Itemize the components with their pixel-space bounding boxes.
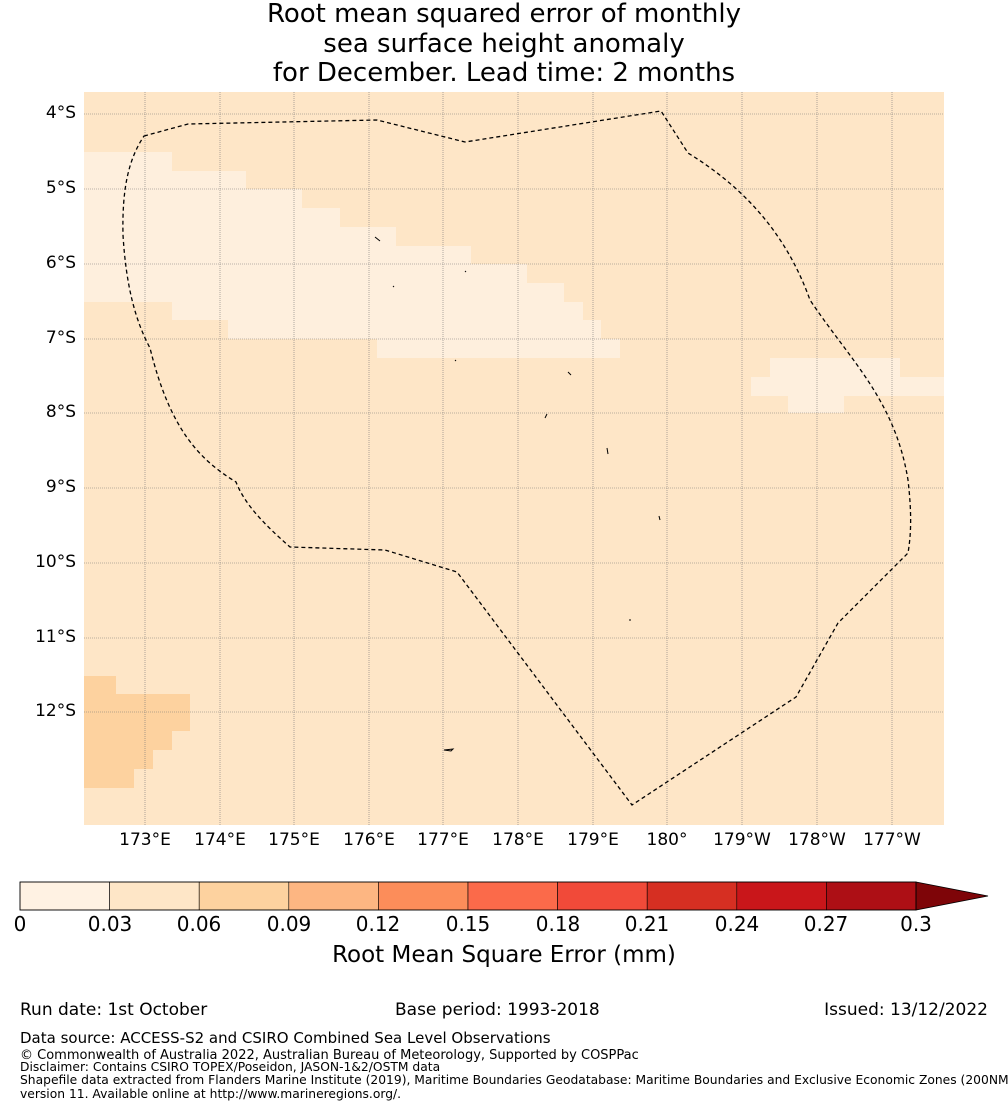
title-line-3: for December. Lead time: 2 months bbox=[272, 58, 736, 88]
colorbar-tick-3: 0.09 bbox=[266, 912, 312, 936]
islands bbox=[374, 236, 661, 752]
lon-label-178e: 178°E bbox=[492, 830, 544, 850]
lon-label-177w: 177°W bbox=[863, 830, 921, 850]
lon-label-179e: 179°E bbox=[567, 830, 619, 850]
issued-date: Issued: 13/12/2022 bbox=[824, 1000, 988, 1020]
lon-label-178w: 178°W bbox=[788, 830, 846, 850]
colorbar bbox=[19, 881, 989, 911]
colorbar-cell bbox=[109, 881, 200, 911]
map-plot bbox=[84, 92, 944, 825]
colorbar-tick-9: 0.27 bbox=[803, 912, 849, 936]
lon-label-177e: 177°E bbox=[417, 830, 469, 850]
medium-error-region bbox=[84, 676, 190, 788]
colorbar-tick-1: 0.03 bbox=[87, 912, 133, 936]
shapefile-credit-line-1: Shapefile data extracted from Flanders M… bbox=[20, 1073, 1008, 1087]
colorbar-cell bbox=[736, 881, 827, 911]
lat-label-8s: 8°S bbox=[45, 402, 76, 422]
colorbar-label: Root Mean Square Error (mm) bbox=[332, 942, 676, 968]
lat-label-6s: 6°S bbox=[45, 253, 76, 273]
colorbar-cell bbox=[557, 881, 648, 911]
colorbar-tick-2: 0.06 bbox=[176, 912, 222, 936]
colorbar-cell bbox=[826, 881, 917, 911]
colorbar-frame bbox=[19, 881, 917, 911]
colorbar-tick-8: 0.24 bbox=[714, 912, 760, 936]
data-source: Data source: ACCESS-S2 and CSIRO Combine… bbox=[20, 1029, 551, 1047]
run-date: Run date: 1st October bbox=[20, 1000, 208, 1020]
colorbar-cell bbox=[378, 881, 469, 911]
title-line-2: sea surface height anomaly bbox=[323, 28, 685, 59]
colorbar-tick-10: 0.3 bbox=[900, 912, 932, 936]
colorbar-cell bbox=[646, 881, 738, 911]
lat-label-10s: 10°S bbox=[35, 552, 76, 572]
copyright-notice: © Commonwealth of Australia 2022, Austra… bbox=[20, 1048, 639, 1063]
colorbar-tick-0: 0 bbox=[13, 912, 27, 936]
lat-label-7s: 7°S bbox=[45, 328, 76, 348]
eez-boundary bbox=[122, 110, 912, 806]
lat-label-12s: 12°S bbox=[35, 701, 76, 721]
lon-label-174e: 174°E bbox=[194, 830, 246, 850]
colorbar-cell bbox=[288, 881, 379, 911]
colorbar-cell bbox=[198, 881, 290, 911]
lat-label-11s: 11°S bbox=[35, 627, 76, 647]
colorbar-tick-5: 0.15 bbox=[445, 912, 491, 936]
lon-label-175e: 175°E bbox=[268, 830, 320, 850]
disclaimer: Disclaimer: Contains CSIRO TOPEX/Poseido… bbox=[20, 1060, 441, 1074]
colorbar-tick-6: 0.18 bbox=[535, 912, 581, 936]
title-line-1: Root mean squared error of monthly bbox=[266, 0, 742, 29]
colorbar-tick-7: 0.21 bbox=[624, 912, 670, 936]
colorbar-extend-arrow bbox=[915, 881, 989, 911]
low-error-region-east bbox=[751, 358, 944, 413]
shapefile-credit-line-2: version 11. Available online at http://w… bbox=[20, 1087, 402, 1101]
base-period: Base period: 1993-2018 bbox=[395, 1000, 600, 1020]
lon-label-173e: 173°E bbox=[119, 830, 171, 850]
lon-label-180: 180° bbox=[646, 830, 688, 850]
colorbar-cell bbox=[19, 881, 110, 911]
colorbar-tick-4: 0.12 bbox=[355, 912, 401, 936]
lat-label-9s: 9°S bbox=[45, 477, 76, 497]
lat-label-4s: 4°S bbox=[45, 103, 76, 123]
lon-label-179w: 179°W bbox=[713, 830, 771, 850]
gridlines bbox=[84, 92, 944, 825]
colorbar-cell bbox=[467, 881, 558, 911]
lat-label-5s: 5°S bbox=[45, 178, 76, 198]
lon-label-176e: 176°E bbox=[343, 830, 395, 850]
chart-title: Root mean squared error of monthly sea s… bbox=[0, 0, 1008, 89]
low-error-region bbox=[84, 152, 620, 358]
